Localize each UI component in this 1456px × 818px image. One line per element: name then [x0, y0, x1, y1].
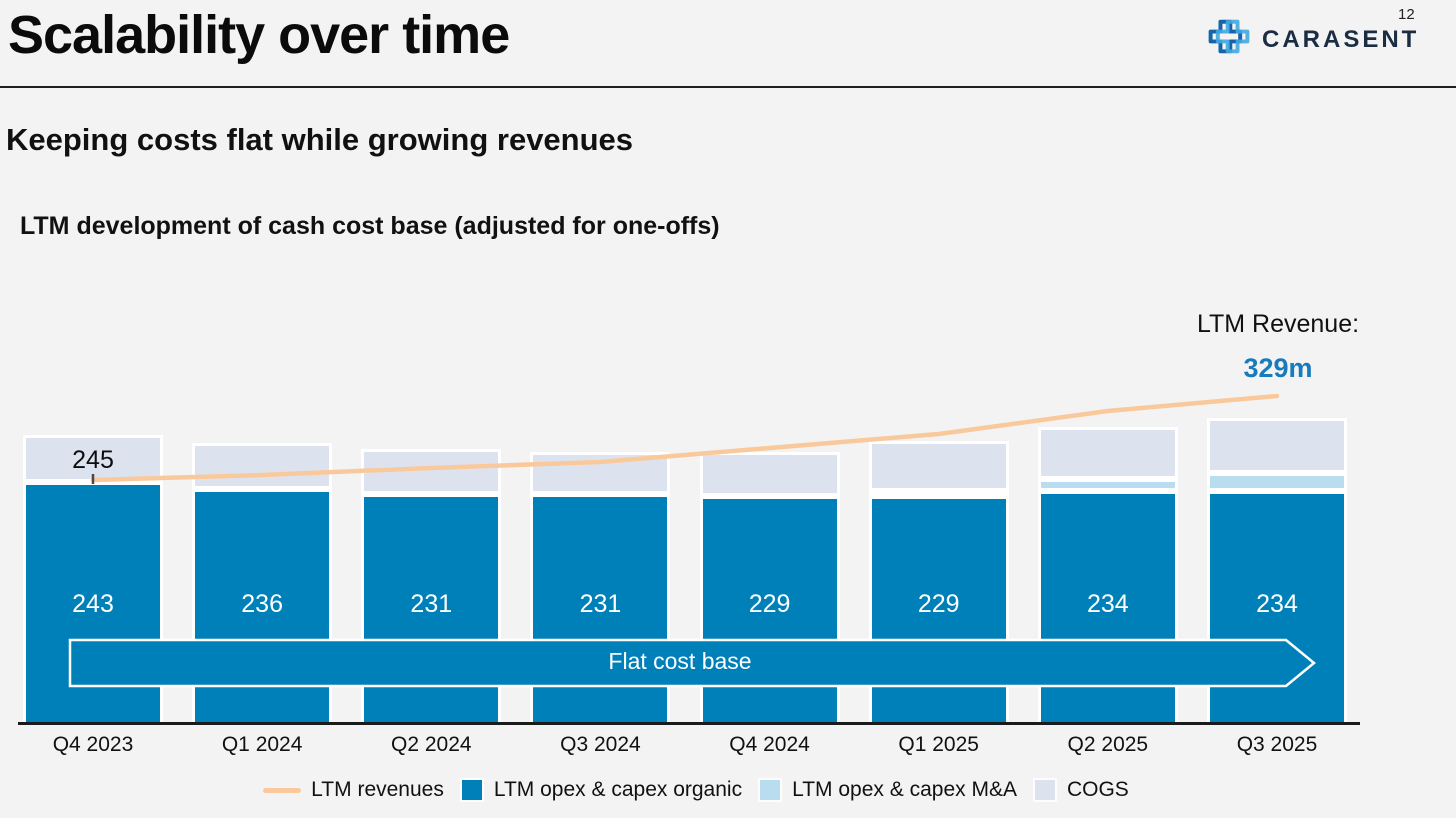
bar-segment-mna	[1207, 473, 1347, 491]
legend-label: LTM revenues	[311, 778, 444, 801]
ltm-revenue-value: 329m	[1243, 353, 1313, 383]
bar-segment-cogs	[1207, 418, 1347, 473]
chart-title: LTM development of cash cost base (adjus…	[20, 212, 720, 240]
legend-label: LTM opex & capex organic	[493, 778, 743, 801]
legend-square-swatch-icon	[459, 778, 484, 802]
bar-segment-mna	[1037, 479, 1178, 491]
bar-segment-cogs	[699, 452, 840, 496]
legend-label: COGS	[1066, 778, 1129, 801]
bar-value-label: 231	[579, 590, 622, 618]
legend-label: LTM opex & capex M&A	[792, 778, 1017, 801]
slide-title: Scalability over time	[8, 5, 510, 65]
chart-legend: LTM revenues LTM opex & capex organic LT…	[0, 772, 1456, 808]
bar-value-label: 234	[1086, 590, 1129, 618]
x-axis-tick-label: Q2 2025	[1067, 733, 1149, 756]
bar-value-label: 231	[410, 590, 453, 618]
ltm-revenue-label: LTM Revenue:	[1196, 310, 1360, 338]
bar-segment-mna	[868, 491, 1009, 497]
x-axis-tick-label: Q3 2025	[1236, 733, 1318, 756]
x-axis-tick-label: Q2 2024	[390, 733, 472, 756]
bar-segment-cogs	[1037, 427, 1178, 479]
x-axis-tick-label: Q3 2024	[560, 733, 641, 756]
bar-segment-cogs	[192, 443, 333, 489]
x-axis-tick-label: Q4 2024	[729, 733, 810, 756]
brand-name: CARASENT	[1262, 25, 1420, 53]
ltm-revenue-annotation: LTM Revenue: 329m	[1178, 310, 1378, 384]
legend-line-swatch-icon	[263, 787, 302, 793]
line-first-point-label: 245	[72, 446, 114, 474]
brand-logo: CARASENT	[1206, 14, 1419, 65]
carasent-cross-icon	[1206, 14, 1252, 65]
slide-subtitle: Keeping costs flat while growing revenue…	[6, 122, 634, 157]
x-axis-tick-label: Q4 2023	[52, 733, 134, 756]
x-axis-tick-label: Q1 2024	[221, 733, 303, 756]
bar-value-label: 236	[241, 590, 283, 618]
legend-item-opex-organic: LTM opex & capex organic	[459, 778, 743, 802]
header-divider	[0, 86, 1456, 88]
x-axis-line	[18, 722, 1360, 725]
bar-value-label: 234	[1256, 590, 1298, 618]
legend-item-opex-mna: LTM opex & capex M&A	[758, 778, 1017, 802]
legend-item-ltm-revenues: LTM revenues	[263, 778, 444, 802]
bar-value-label: 229	[917, 590, 960, 618]
bar-segment-cogs	[868, 441, 1009, 491]
bar-value-label: 243	[72, 590, 114, 618]
page-number: 12	[1398, 6, 1415, 23]
bar-value-label: 229	[748, 590, 791, 618]
legend-square-swatch-icon	[1032, 778, 1057, 802]
legend-square-swatch-icon	[758, 778, 783, 802]
x-axis-tick-label: Q1 2025	[898, 733, 979, 756]
legend-item-cogs: COGS	[1032, 778, 1129, 802]
flat-cost-base-label: Flat cost base	[608, 648, 752, 674]
